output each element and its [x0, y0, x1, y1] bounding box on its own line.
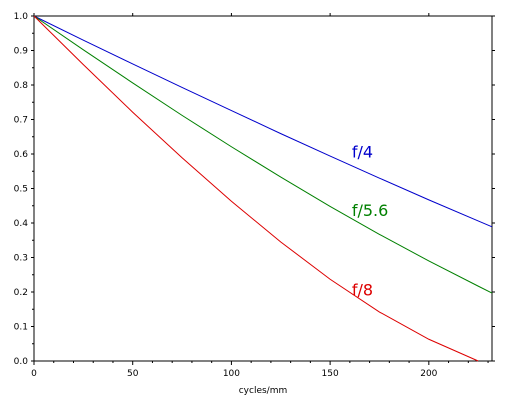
y-tick-label: 0.6: [14, 150, 29, 160]
x-axis-title: cycles/mm: [239, 386, 288, 396]
y-tick-label: 0.2: [14, 288, 28, 298]
y-tick-label: 0.0: [14, 357, 29, 367]
x-tick-label: 50: [127, 369, 139, 379]
series-line-f-8: [33, 15, 479, 362]
curve-label: f/8: [352, 280, 373, 299]
series-line-f-5-6: [33, 15, 493, 294]
y-tick-label: 0.1: [14, 323, 28, 333]
axis-ticks: 0.0 0.1 0.2 0.3 0.4 0.5 0.6 0.7 0.8 0.9 1.0 0 50 100 1…: [14, 12, 495, 379]
x-tick-label: 150: [322, 369, 339, 379]
x-tick-label: 200: [420, 369, 437, 379]
y-tick-label: 0.7: [14, 116, 28, 126]
x-tick-label: 100: [223, 369, 240, 379]
curve-label: f/4: [352, 142, 373, 161]
annotation-layer: f/4 f/5.6 f/8: [352, 142, 388, 299]
plot-frame: [33, 15, 493, 362]
curve-label: f/5.6: [352, 201, 388, 220]
x-tick-label: 0: [31, 369, 37, 379]
series-line-f-4: [33, 15, 493, 228]
y-tick-label: 0.8: [14, 81, 29, 91]
series-layer: [33, 15, 493, 362]
y-tick-label: 0.9: [14, 47, 29, 57]
y-tick-label: 0.5: [14, 185, 28, 195]
y-tick-label: 1.0: [14, 12, 29, 22]
y-tick-label: 0.4: [14, 219, 29, 229]
y-tick-label: 0.3: [14, 254, 28, 264]
